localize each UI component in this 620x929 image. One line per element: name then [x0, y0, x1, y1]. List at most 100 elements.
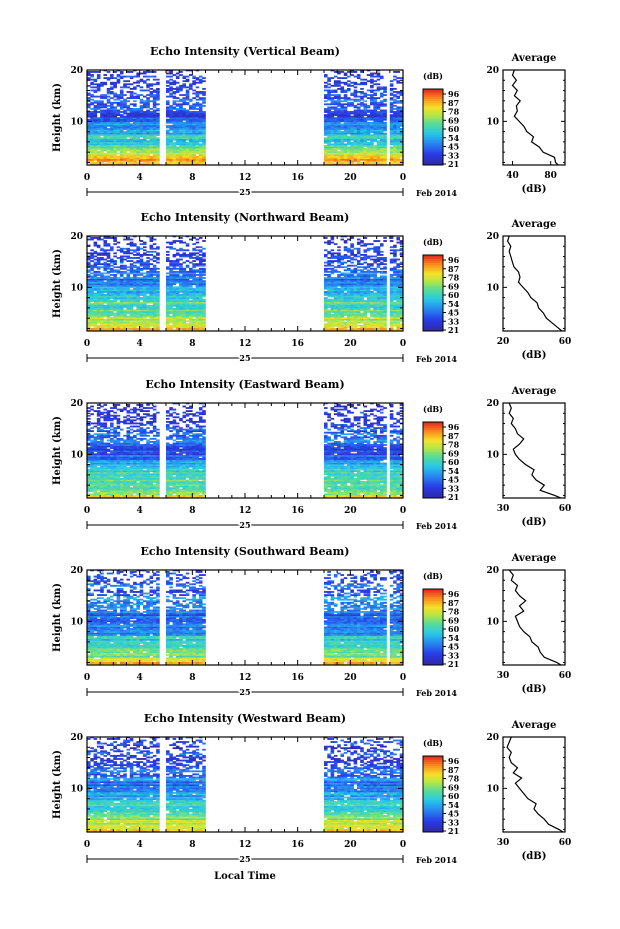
heatmap-cell: [103, 140, 108, 143]
heatmap-cell: [347, 143, 351, 146]
heatmap-cell: [330, 161, 335, 164]
heatmap-cell: [123, 94, 127, 96]
heatmap-cell: [93, 270, 98, 273]
heatmap-cell: [363, 109, 368, 112]
heatmap-cell: [399, 129, 404, 132]
heatmap-cell: [123, 152, 127, 155]
heatmap-cell: [330, 241, 335, 244]
heatmap-cell: [106, 267, 111, 270]
heatmap-cell: [142, 321, 147, 324]
heatmap-cell: [166, 307, 170, 310]
heatmap-cell: [87, 278, 91, 281]
heatmap-cell: [347, 124, 351, 127]
heatmap-cell: [110, 309, 114, 312]
heatmap-cell: [172, 253, 177, 256]
heatmap-cell: [152, 75, 157, 78]
heatmap-cell: [182, 109, 187, 112]
heatmap-cell: [166, 320, 170, 323]
heatmap-cell: [195, 137, 200, 140]
heatmap-cell: [396, 151, 401, 153]
heatmap-cell: [156, 134, 160, 137]
heatmap-cell: [113, 114, 117, 116]
heatmap-cell: [182, 155, 187, 158]
heatmap-cell: [340, 152, 345, 155]
heatmap-cell: [133, 250, 137, 253]
heatmap-cell: [172, 115, 177, 118]
colorbar-swatch: [423, 111, 443, 115]
heatmap-cell: [324, 267, 328, 270]
heatmap-cell: [146, 274, 150, 276]
heatmap-cell: [139, 129, 144, 132]
heatmap-cell: [87, 257, 91, 259]
heatmap-cell: [110, 131, 114, 133]
heatmap-cell: [166, 132, 170, 135]
heatmap-cell: [185, 124, 190, 127]
heatmap-cell: [156, 91, 160, 93]
heatmap-cell: [396, 100, 401, 103]
heatmap-cell: [152, 280, 157, 282]
heatmap-cell: [182, 103, 187, 106]
heatmap-cell: [129, 323, 134, 326]
heatmap-cell: [139, 255, 144, 258]
heatmap-cell: [166, 149, 170, 152]
heatmap-cell: [139, 121, 144, 124]
heatmap-cell: [337, 260, 341, 262]
heatmap-cell: [324, 323, 328, 326]
heatmap-cell: [324, 297, 328, 299]
heatmap-cell: [195, 128, 200, 130]
heatmap-cell: [330, 329, 335, 332]
heatmap-cell: [106, 301, 111, 304]
heatmap-cell: [189, 290, 193, 293]
heatmap-cell: [175, 252, 180, 255]
heatmap-cell: [333, 141, 338, 144]
heatmap-cell: [149, 237, 154, 239]
heatmap-cell: [126, 274, 131, 276]
heatmap-cell: [129, 141, 134, 144]
heatmap-cell: [370, 94, 374, 96]
heatmap-cell: [172, 152, 177, 155]
heatmap-cell: [189, 261, 193, 264]
heatmap-cell: [100, 312, 104, 315]
heatmap-cell: [366, 141, 371, 144]
heatmap-cell: [146, 253, 150, 256]
heatmap-cell: [166, 101, 170, 104]
heatmap-cell: [343, 120, 348, 123]
heatmap-cell: [350, 312, 354, 315]
heatmap-cell: [110, 134, 114, 137]
heatmap-cell: [136, 247, 140, 250]
heatmap-cell: [327, 263, 331, 266]
heatmap-cell: [110, 104, 114, 107]
heatmap-cell: [152, 146, 157, 149]
heatmap-cell: [142, 103, 147, 106]
heatmap-cell: [399, 163, 404, 166]
heatmap-cell: [93, 143, 98, 146]
heatmap-cell: [123, 115, 127, 118]
heatmap-cell: [175, 320, 180, 323]
heatmap-cell: [379, 146, 384, 149]
heatmap-cell: [116, 126, 121, 129]
heatmap-cell: [353, 100, 358, 103]
heatmap-cell: [100, 160, 104, 163]
heatmap-cell: [383, 89, 387, 92]
heatmap-cell: [90, 155, 94, 158]
heatmap-cell: [379, 141, 384, 144]
heatmap-cell: [113, 129, 117, 132]
heatmap-cell: [396, 118, 401, 121]
heatmap-cell: [113, 270, 117, 273]
heatmap-cell: [166, 317, 170, 319]
heatmap-cell: [337, 274, 341, 276]
heatmap-cell: [106, 306, 111, 309]
heatmap-cell: [123, 312, 127, 315]
heatmap-cell: [202, 270, 206, 273]
heatmap-cell: [185, 260, 190, 262]
heatmap-cell: [350, 71, 354, 73]
heatmap-cell: [324, 151, 328, 153]
heatmap-cell: [330, 131, 335, 133]
heatmap-cell: [343, 98, 348, 101]
heatmap-cell: [343, 111, 348, 113]
heatmap-cell: [379, 132, 384, 135]
heatmap-cell: [133, 108, 137, 110]
heatmap-cell: [337, 280, 341, 282]
heatmap-cell: [353, 132, 358, 135]
heatmap-cell: [360, 121, 364, 124]
